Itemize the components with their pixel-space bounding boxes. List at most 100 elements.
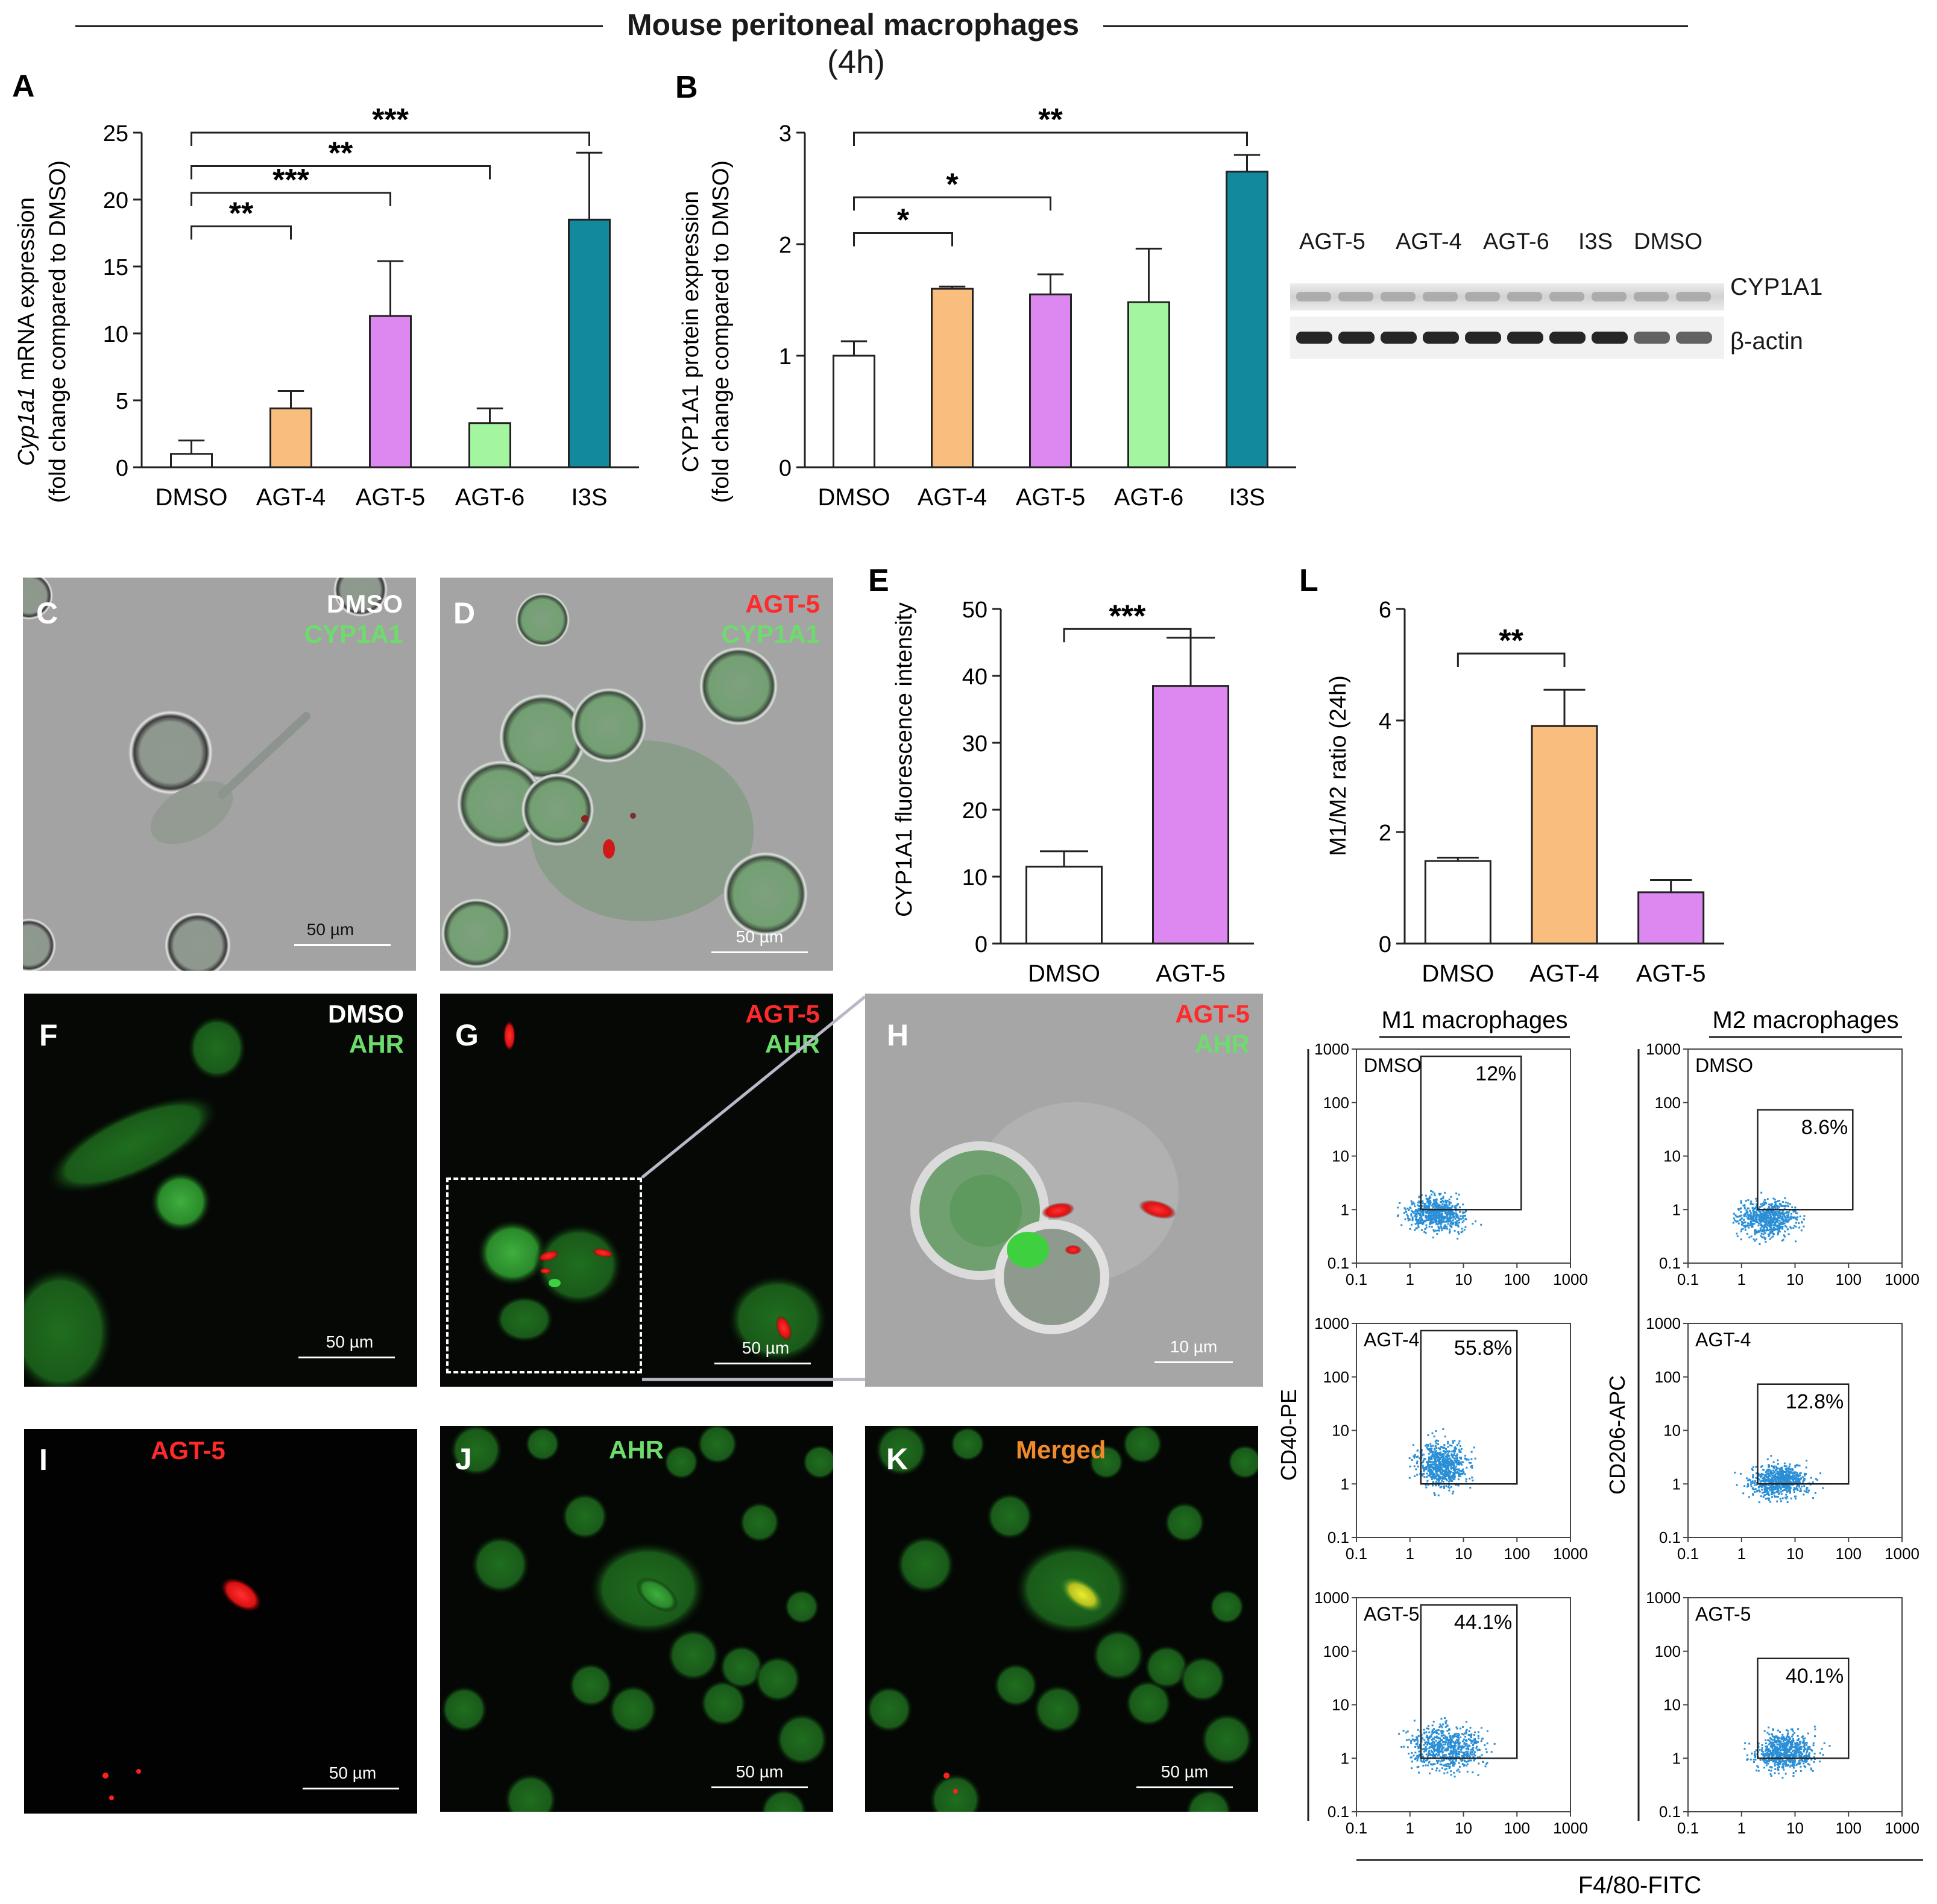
- background-cell: [775, 1712, 829, 1767]
- micrograph-f-scale-bar: [298, 1357, 395, 1358]
- flow-event-dot: [1776, 1228, 1778, 1230]
- flow-event-dot: [1454, 1735, 1457, 1738]
- flow-x-tick-label: 10: [1455, 1545, 1472, 1563]
- flow-event-dot: [1424, 1749, 1426, 1751]
- flow-event-dot: [1762, 1227, 1765, 1229]
- flow-event-dot: [1796, 1212, 1798, 1215]
- flow-event-dot: [1435, 1430, 1437, 1433]
- flow-event-dot: [1436, 1767, 1438, 1770]
- flow-event-dot: [1780, 1500, 1782, 1502]
- flow-event-dot: [1765, 1752, 1767, 1754]
- significance-bracket: [191, 165, 491, 180]
- flow-event-dot: [1814, 1492, 1816, 1494]
- flow-event-dot: [1797, 1216, 1799, 1218]
- flow-event-dot: [1782, 1740, 1784, 1742]
- flow-event-dot: [1794, 1474, 1797, 1477]
- background-cell: [608, 1684, 658, 1735]
- flow-event-dot: [1769, 1472, 1771, 1475]
- flow-event-dot: [1408, 1753, 1410, 1755]
- flow-event-dot: [1795, 1753, 1798, 1755]
- flow-event-dot: [1457, 1747, 1460, 1749]
- flow-event-dot: [1450, 1451, 1453, 1453]
- micrograph-g-image: [476, 1021, 829, 1364]
- flow-event-dot: [1461, 1763, 1464, 1765]
- flow-event-dot: [1432, 1202, 1435, 1205]
- flow-event-dot: [1415, 1209, 1417, 1211]
- flow-event-dot: [1763, 1488, 1766, 1490]
- flow-event-dot: [1480, 1740, 1482, 1742]
- flow-event-dot: [1444, 1191, 1446, 1194]
- flow-event-dot: [1778, 1471, 1780, 1473]
- flow-event-dot: [1768, 1754, 1771, 1756]
- flow-event-dot: [1784, 1751, 1787, 1753]
- flow-event-dot: [1768, 1497, 1771, 1499]
- flow-event-dot: [1438, 1447, 1440, 1449]
- flow-event-dot: [1744, 1221, 1746, 1223]
- flow-event-dot: [1429, 1197, 1432, 1199]
- flow-event-dot: [1420, 1759, 1422, 1762]
- flow-event-dot: [1461, 1746, 1463, 1748]
- flow-event-dot: [1760, 1495, 1762, 1498]
- flow-event-dot: [1457, 1735, 1460, 1737]
- flow-event-dot: [1443, 1487, 1445, 1489]
- background-cell: [1144, 1644, 1189, 1690]
- flow-event-dot: [1768, 1750, 1770, 1752]
- flow-event-dot: [1799, 1746, 1801, 1748]
- flow-event-dot: [1447, 1486, 1450, 1488]
- flow-event-dot: [1417, 1202, 1420, 1204]
- flow-event-dot: [1438, 1463, 1440, 1466]
- flow-event-dot: [1450, 1445, 1453, 1447]
- flow-event-dot: [1486, 1762, 1488, 1764]
- flow-event-dot: [1763, 1484, 1765, 1487]
- flow-event-dot: [1473, 1751, 1476, 1753]
- flow-event-dot: [1485, 1748, 1487, 1750]
- flow-event-dot: [1762, 1480, 1764, 1482]
- flow-event-dot: [1429, 1201, 1431, 1203]
- flow-event-dot: [1440, 1213, 1442, 1215]
- flow-event-dot: [1457, 1750, 1460, 1753]
- flow-event-dot: [1739, 1208, 1741, 1210]
- blot-lane-agt4: AGT-4: [1396, 229, 1462, 254]
- flow-event-dot: [1794, 1753, 1797, 1755]
- flow-event-dot: [1797, 1735, 1799, 1737]
- flow-event-dot: [1454, 1478, 1456, 1480]
- flow-event-dot: [1426, 1200, 1429, 1203]
- flow-event-dot: [1446, 1730, 1449, 1732]
- flow-event-dot: [1806, 1460, 1808, 1462]
- flow-event-dot: [1785, 1753, 1787, 1756]
- flow-event-dot: [1413, 1212, 1415, 1214]
- flow-event-dot: [1444, 1452, 1446, 1455]
- flow-event-dot: [1439, 1471, 1441, 1474]
- micrograph-d: D AGT-5 CYP1A1 50 µm: [440, 578, 833, 971]
- western-blot: AGT-5 AGT-4 AGT-6 I3S DMSO CYP1A1 β-acti…: [1290, 229, 1893, 374]
- flow-event-dot: [1754, 1217, 1757, 1220]
- flow-event-dot: [1781, 1217, 1784, 1220]
- micrograph-h-channel-2: AHR: [1195, 1030, 1250, 1058]
- flow-event-dot: [1796, 1474, 1798, 1477]
- flow-event-dot: [1426, 1759, 1428, 1762]
- flow-event-dot: [1758, 1222, 1760, 1225]
- flow-event-dot: [1823, 1742, 1825, 1744]
- flow-event-dot: [1440, 1467, 1442, 1470]
- flow-event-dot: [1789, 1470, 1792, 1472]
- flow-event-dot: [1756, 1200, 1758, 1202]
- panel-letter-a: A: [12, 69, 35, 104]
- flow-event-dot: [1458, 1211, 1461, 1213]
- flow-event-dot: [1780, 1754, 1783, 1757]
- flow-x-tick-label: 0.1: [1677, 1545, 1699, 1563]
- flow-event-dot: [1783, 1748, 1786, 1750]
- flow-event-dot: [1422, 1213, 1424, 1215]
- flow-sample-label: DMSO: [1695, 1054, 1753, 1076]
- flow-event-dot: [1789, 1226, 1792, 1228]
- flow-event-dot: [1441, 1759, 1444, 1762]
- flow-event-dot: [1444, 1471, 1446, 1473]
- flow-event-dot: [1440, 1455, 1443, 1458]
- flow-event-dot: [1452, 1736, 1455, 1738]
- flow-event-dot: [1794, 1759, 1796, 1762]
- flow-event-dot: [1780, 1477, 1783, 1479]
- flow-event-dot: [1788, 1485, 1791, 1487]
- flow-event-dot: [1425, 1211, 1428, 1214]
- micrograph-j: J AHR 50 µm: [440, 1426, 833, 1812]
- flow-event-dot: [1437, 1216, 1440, 1218]
- flow-event-dot: [1746, 1210, 1748, 1212]
